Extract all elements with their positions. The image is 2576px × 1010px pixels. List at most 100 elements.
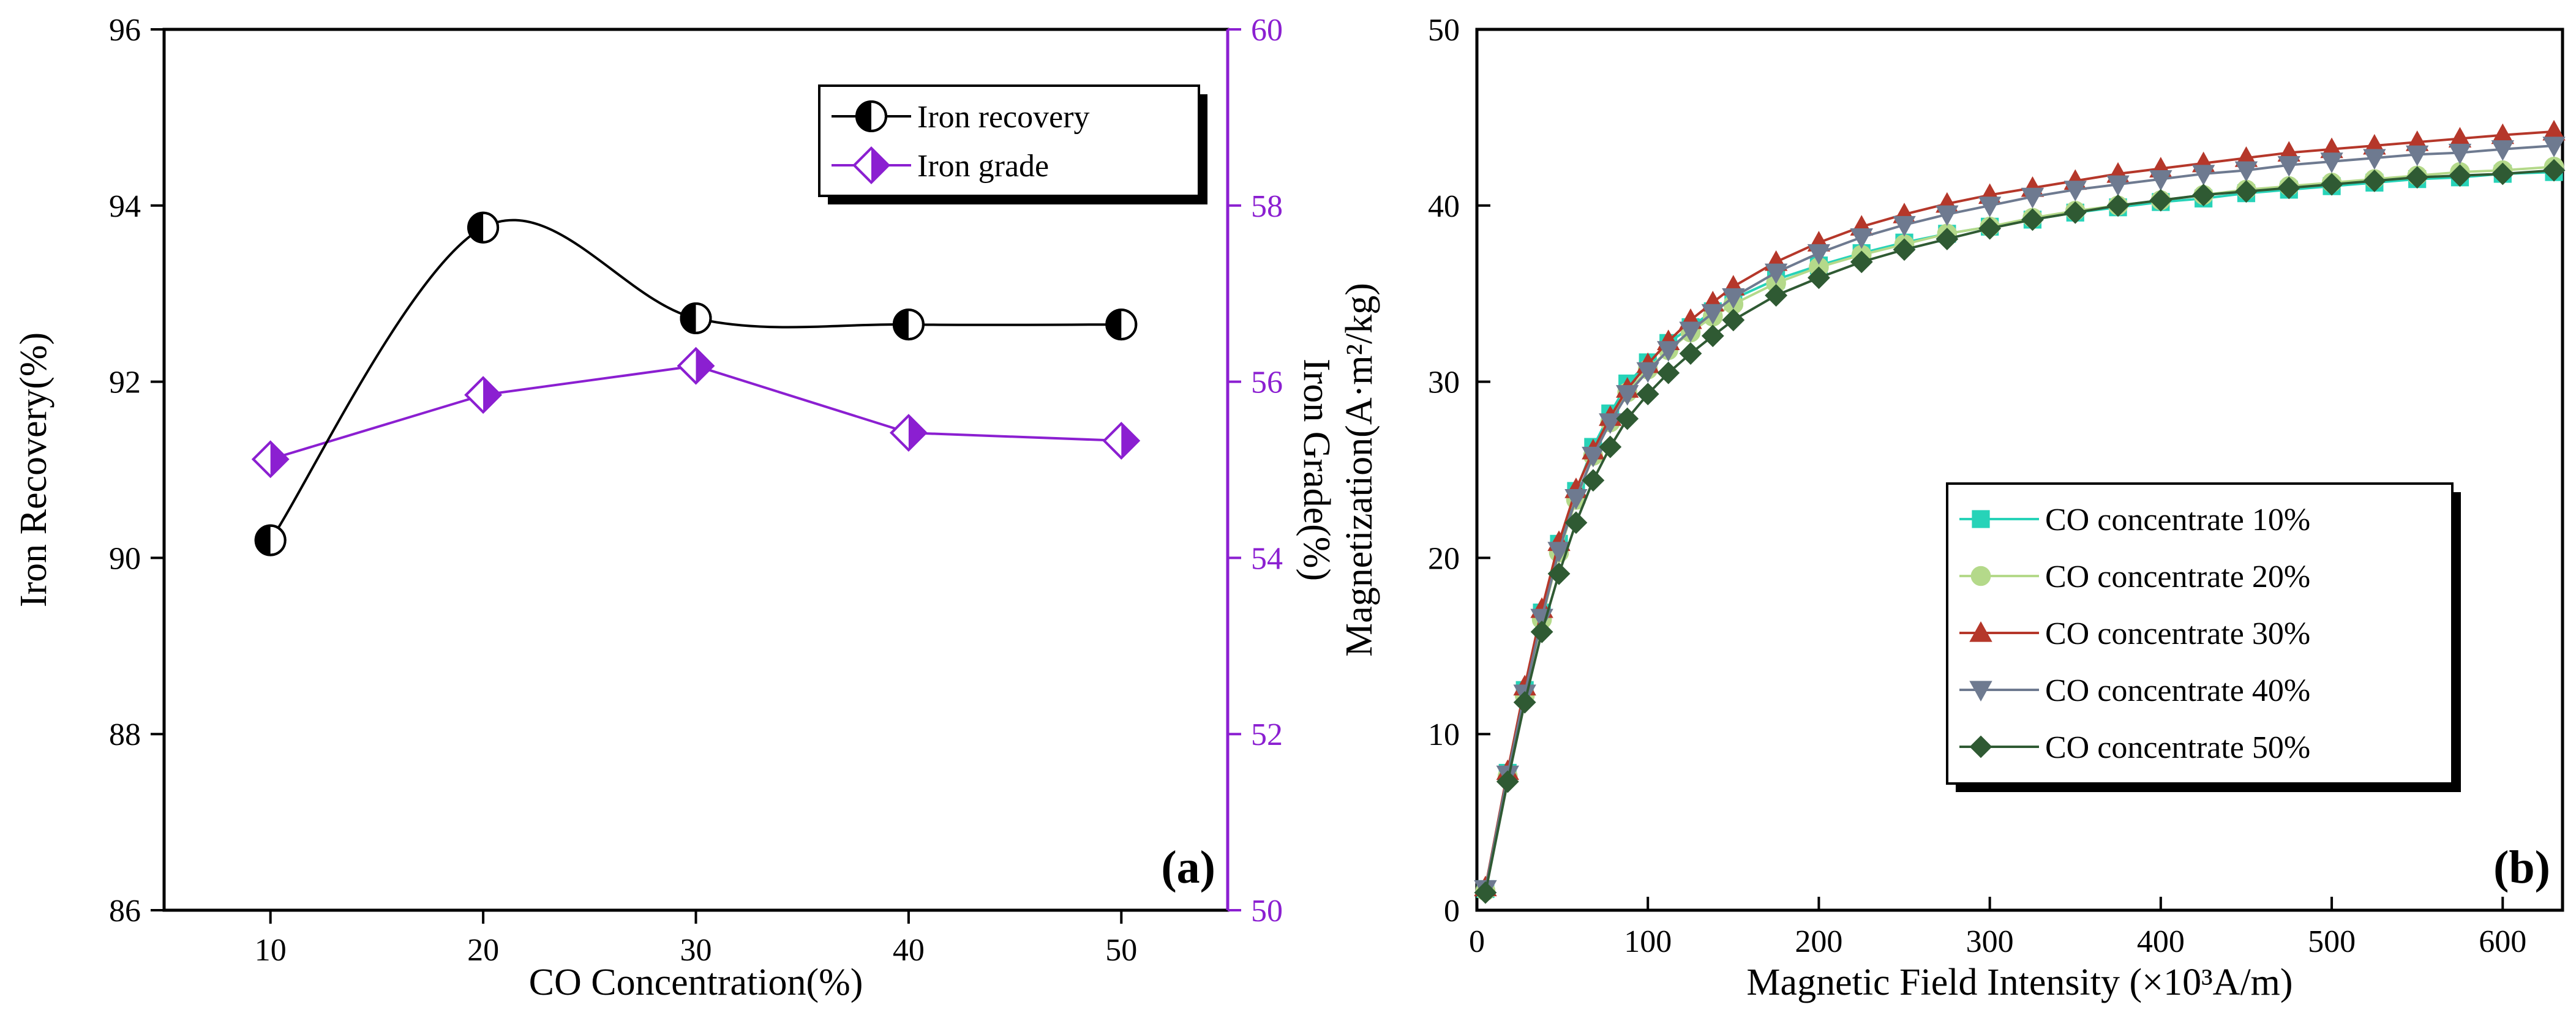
- chart-a-y-tick-label: 96: [109, 13, 141, 48]
- point-co-concentrate-50: [1701, 324, 1724, 348]
- point-co-concentrate-40: [1807, 244, 1831, 265]
- chart-a-y-tick-label: 86: [109, 894, 141, 929]
- point-co-concentrate-50: [2192, 184, 2215, 206]
- point-co-concentrate-40: [1547, 542, 1571, 563]
- chart-b-x-tick-label: 600: [2479, 924, 2526, 959]
- point-co-concentrate-40: [1764, 263, 1788, 285]
- iron-grade-point: [251, 440, 290, 479]
- legend-label-iron-grade: Iron grade: [917, 149, 1049, 184]
- chart-b-y-tick-label: 0: [1444, 894, 1460, 929]
- point-co-concentrate-50: [2320, 173, 2343, 196]
- point-co-concentrate-50: [1679, 342, 1702, 365]
- point-co-concentrate-50: [1547, 562, 1571, 585]
- iron-recovery-point: [467, 211, 500, 244]
- chart-a-x-axis-label: CO Concentration(%): [529, 962, 863, 1003]
- legend-marker-co-concentrate-50: [1969, 735, 1992, 758]
- point-co-concentrate-40: [1657, 341, 1680, 362]
- chart-a-y-tick-label: 88: [109, 717, 141, 752]
- legend-label-co-concentrate-10: CO concentrate 10%: [2045, 503, 2310, 537]
- chart-b-y-tick-label: 10: [1428, 717, 1460, 752]
- chart-a-y2-tick-label: 52: [1251, 717, 1283, 752]
- legend-marker-co-concentrate-10: [1972, 510, 1990, 528]
- chart-b: 0 100 200 300 400 500 600 0 10 20 30 40 50 CO conce…: [1339, 13, 2566, 1003]
- chart-b-plot-frame: [1475, 28, 2564, 912]
- point-co-concentrate-50: [2542, 159, 2566, 182]
- iron-recovery-point: [1105, 309, 1138, 341]
- point-co-concentrate-50: [1978, 217, 2002, 240]
- point-co-concentrate-50: [1530, 620, 1553, 643]
- chart-a-x-tick-label: 50: [1105, 933, 1137, 968]
- chart-a-y-axis-label: Iron Recovery(%): [13, 332, 54, 607]
- chart-a-x-tick-label: 20: [467, 933, 499, 968]
- point-co-concentrate-40: [1679, 321, 1702, 343]
- chart-a-y2-tick-label: 56: [1251, 365, 1283, 400]
- legend-marker-iron-grade: [852, 146, 890, 184]
- iron-recovery-point: [680, 302, 712, 334]
- chart-b-panel-label: (b): [2493, 842, 2550, 893]
- chart-a-panel-label: (a): [1161, 842, 1215, 893]
- iron-grade-point: [464, 376, 502, 414]
- chart-b-x-tick-label: 0: [1469, 924, 1485, 959]
- point-co-concentrate-50: [2106, 194, 2130, 217]
- point-co-concentrate-40: [2363, 149, 2386, 170]
- point-co-concentrate-50: [1564, 511, 1588, 534]
- point-co-concentrate-50: [1936, 228, 1959, 250]
- chart-b-x-tick-label: 400: [2137, 924, 2185, 959]
- point-co-concentrate-40: [2063, 181, 2087, 201]
- legend-marker-co-concentrate-40: [1969, 681, 1992, 702]
- point-co-concentrate-40: [1893, 215, 1916, 237]
- point-co-concentrate-50: [1636, 383, 1659, 406]
- point-co-concentrate-50: [1850, 250, 1873, 274]
- iron-recovery-point: [254, 524, 287, 556]
- point-co-concentrate-40: [1616, 385, 1639, 406]
- chart-a: 10 20 30 40 50 86 88 90 92 94 96 50 52 54 56 58 60 Iro…: [13, 13, 1337, 1003]
- point-co-concentrate-40: [2191, 165, 2215, 186]
- point-co-concentrate-50: [2491, 162, 2514, 185]
- chart-a-y2-tick-label: 54: [1251, 541, 1283, 576]
- point-co-concentrate-50: [2021, 208, 2044, 231]
- chart-b-y-axis-label: Magnetization(A·m²/kg): [1339, 283, 1380, 657]
- point-co-concentrate-50: [1474, 881, 1497, 904]
- point-co-concentrate-40: [2106, 175, 2130, 196]
- chart-a-y-tick-label: 90: [109, 541, 141, 576]
- point-co-concentrate-50: [2063, 201, 2087, 224]
- point-co-concentrate-40: [2405, 145, 2429, 166]
- chart-a-y2-tick-label: 58: [1251, 189, 1283, 224]
- chart-a-y2-tick-label: 60: [1251, 13, 1283, 48]
- chart-b-x-tick-label: 300: [1966, 924, 2014, 959]
- point-co-concentrate-50: [1808, 266, 1830, 290]
- point-co-concentrate-50: [2277, 176, 2300, 200]
- legend-label-co-concentrate-30: CO concentrate 30%: [2045, 616, 2310, 651]
- chart-a-x-tick-label: 40: [893, 933, 925, 968]
- point-co-concentrate-50: [2363, 170, 2386, 192]
- point-co-concentrate-40: [1978, 196, 2002, 217]
- point-co-concentrate-50: [1722, 309, 1745, 332]
- iron-grade-point: [677, 346, 715, 385]
- point-co-concentrate-50: [2406, 166, 2429, 189]
- point-co-concentrate-40: [1722, 288, 1745, 309]
- point-co-concentrate-40: [2021, 187, 2045, 209]
- point-co-concentrate-40: [1936, 205, 1959, 226]
- point-co-concentrate-50: [1893, 238, 1916, 261]
- iron-recovery-point: [892, 309, 925, 341]
- chart-b-x-axis-label: Magnetic Field Intensity (×10³A/m): [1746, 962, 2292, 1003]
- point-co-concentrate-40: [2234, 161, 2258, 182]
- chart-a-y-tick-label: 92: [109, 365, 141, 400]
- chart-a-y-tick-label: 94: [109, 189, 141, 224]
- point-co-concentrate-50: [2149, 189, 2172, 212]
- chart-a-x-tick-label: 30: [680, 933, 712, 968]
- point-co-concentrate-40: [2277, 156, 2300, 177]
- legend-marker-co-concentrate-20: [1970, 566, 1991, 586]
- point-co-concentrate-40: [2149, 170, 2172, 191]
- chart-b-y-tick-label: 50: [1428, 13, 1460, 48]
- series-line-iron-recovery: [269, 219, 1122, 541]
- chart-a-legend: [818, 84, 1200, 197]
- point-co-concentrate-40: [2448, 143, 2472, 165]
- legend-label-co-concentrate-50: CO concentrate 50%: [2045, 730, 2310, 765]
- point-co-concentrate-40: [2491, 140, 2514, 161]
- point-co-concentrate-40: [1582, 446, 1605, 468]
- point-co-concentrate-50: [1765, 284, 1788, 307]
- chart-b-x-tick-label: 200: [1795, 924, 1842, 959]
- legend-label-co-concentrate-40: CO concentrate 40%: [2045, 673, 2310, 708]
